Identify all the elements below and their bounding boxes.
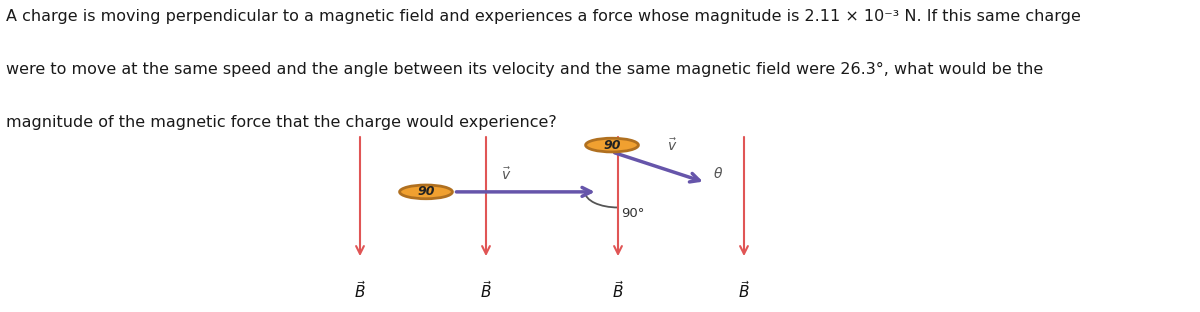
Text: $\theta$: $\theta$	[713, 166, 724, 181]
Text: $\vec{B}$: $\vec{B}$	[612, 280, 624, 301]
Text: $\vec{v}$: $\vec{v}$	[502, 166, 511, 183]
Text: $\vec{B}$: $\vec{B}$	[354, 280, 366, 301]
Text: $\vec{B}$: $\vec{B}$	[738, 280, 750, 301]
Text: 90°: 90°	[622, 207, 644, 221]
Circle shape	[586, 138, 638, 152]
Text: $\vec{v}$: $\vec{v}$	[667, 137, 678, 154]
Text: A charge is moving perpendicular to a magnetic field and experiences a force who: A charge is moving perpendicular to a ma…	[6, 9, 1081, 24]
Text: 90: 90	[604, 139, 620, 152]
Text: magnitude of the magnetic force that the charge would experience?: magnitude of the magnetic force that the…	[6, 115, 557, 130]
Circle shape	[400, 185, 452, 199]
Text: 90: 90	[418, 185, 434, 198]
Text: were to move at the same speed and the angle between its velocity and the same m: were to move at the same speed and the a…	[6, 62, 1043, 77]
Text: $\vec{B}$: $\vec{B}$	[480, 280, 492, 301]
